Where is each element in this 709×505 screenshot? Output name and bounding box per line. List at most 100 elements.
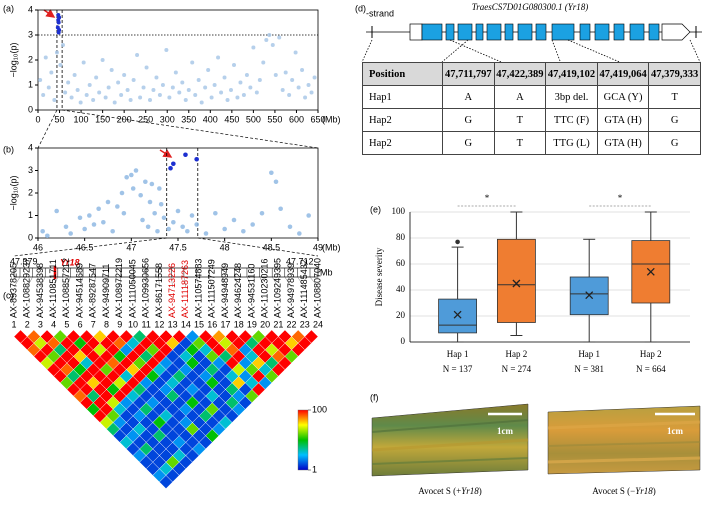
point — [194, 156, 199, 162]
caption-part: Yr18 — [461, 486, 479, 496]
point — [46, 85, 51, 90]
snp-connector — [234, 276, 239, 288]
point — [147, 199, 153, 205]
x-tick-label: 450 — [224, 114, 239, 124]
point — [38, 78, 43, 82]
mean-marker — [585, 291, 594, 300]
point — [149, 181, 155, 187]
point — [69, 95, 74, 100]
point — [161, 215, 167, 221]
snp-id: AX-94514689 — [74, 263, 84, 318]
n-label: N = 664 — [636, 364, 666, 374]
point — [283, 70, 288, 75]
exon — [457, 23, 473, 41]
category-label: Hap 1 — [578, 349, 600, 359]
x-tick-label: 100 — [74, 114, 89, 124]
x-tick-label: 48 — [220, 242, 230, 252]
point — [290, 78, 295, 82]
snp-number: 6 — [78, 319, 83, 329]
table-cell: GTA (H) — [596, 131, 650, 155]
point — [264, 38, 269, 42]
point — [287, 93, 292, 97]
point — [91, 222, 97, 227]
leaf-image — [547, 405, 701, 475]
point — [54, 50, 59, 55]
point — [183, 98, 188, 102]
snp-connector — [246, 276, 253, 288]
snp-id: AX-111485432 — [299, 259, 309, 318]
point — [56, 20, 61, 25]
snp-connector — [66, 276, 71, 288]
point — [180, 80, 185, 85]
point — [151, 88, 156, 92]
point — [222, 226, 227, 232]
snp-id: AX-108829237 — [22, 258, 32, 318]
snp-number: 22 — [287, 319, 297, 329]
category-label: Hap 1 — [447, 349, 469, 359]
point — [60, 43, 65, 47]
strand-label: -strand — [366, 8, 394, 18]
x-tick-label: 650 — [310, 114, 325, 124]
point — [189, 213, 195, 218]
y-tick-label: 2 — [28, 187, 33, 197]
snp-connector — [106, 276, 109, 288]
snp-number: 8 — [104, 319, 109, 329]
leaf-image — [371, 403, 529, 477]
zoom-line — [37, 109, 58, 149]
y-tick-label: 4 — [28, 142, 33, 152]
x-tick-label: 0 — [35, 114, 40, 124]
position-link — [441, 39, 469, 63]
colorbar-label: 100 — [312, 404, 327, 414]
snp-number: 5 — [64, 319, 69, 329]
snp-number: 21 — [273, 319, 283, 329]
x-tick-label: 150 — [95, 114, 110, 124]
snp-id: AX-109249395 — [273, 258, 283, 318]
exon — [445, 23, 455, 41]
snp-id: AX-94978939 — [286, 263, 296, 318]
snp-number: 10 — [128, 319, 138, 329]
point — [40, 228, 45, 234]
point — [68, 231, 73, 236]
point — [54, 208, 59, 214]
point — [171, 219, 176, 225]
colorbar — [297, 409, 309, 471]
gene-title: TraesCS7D01G080300.1 (Yr18) — [472, 2, 589, 12]
point — [261, 60, 266, 65]
y-axis-label: −log₁₀(p) — [8, 42, 18, 77]
snp-number: 11 — [142, 319, 151, 329]
snp-number: 14 — [181, 319, 191, 329]
snp-id: AX-94624248 — [233, 263, 243, 318]
box — [496, 238, 536, 323]
table-cell: TTC (F) — [545, 108, 598, 132]
point — [131, 78, 136, 82]
snp-id: AX-110851711 — [48, 259, 58, 318]
point — [130, 186, 136, 191]
position-link — [567, 39, 620, 63]
snp-number: 16 — [207, 319, 217, 329]
point — [52, 98, 57, 102]
haplotype-table: Position 47,711,797 47,422,389 47,419,102 47… — [362, 62, 701, 155]
point — [106, 85, 111, 90]
point — [199, 100, 204, 105]
point — [312, 75, 317, 80]
snp-connector — [259, 276, 266, 288]
point — [244, 73, 249, 77]
outlier — [455, 239, 460, 245]
point — [177, 90, 182, 95]
point — [75, 88, 80, 92]
snp-connector — [158, 276, 160, 288]
snp-number: 9 — [117, 319, 122, 329]
table-cell: G — [442, 108, 495, 132]
snp-id: AX-111187263 — [180, 260, 190, 318]
point — [235, 95, 240, 100]
snp-number: 20 — [260, 319, 270, 329]
panel-label: (c) — [3, 290, 14, 300]
mean-marker — [512, 279, 521, 288]
point — [270, 43, 275, 47]
point — [306, 213, 311, 218]
point — [280, 88, 285, 92]
exon — [421, 23, 443, 41]
exon — [535, 23, 547, 41]
snp-connector — [13, 276, 21, 288]
table-cell: T — [493, 108, 547, 132]
